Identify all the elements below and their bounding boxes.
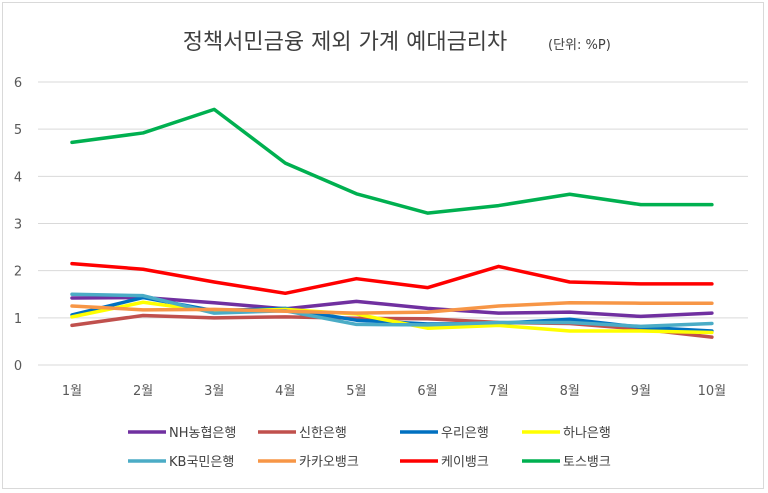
legend-label: NH농협은행 <box>169 425 236 441</box>
chart-subtitle: (단위: %P) <box>548 38 611 53</box>
legend-item: 신한은행 <box>258 425 347 441</box>
legend-item: 하나은행 <box>522 425 611 441</box>
legend-label: 하나은행 <box>563 425 611 441</box>
x-tick-label: 1월 <box>62 384 82 399</box>
x-tick-label: 4월 <box>275 384 295 399</box>
series-line-1 <box>70 313 714 339</box>
y-tick-label: 2 <box>14 265 22 280</box>
legend-label: 우리은행 <box>441 425 489 441</box>
x-tick-label: 8월 <box>560 384 580 399</box>
x-tick-label: 10월 <box>698 384 727 399</box>
y-tick-label: 3 <box>14 218 22 233</box>
x-tick-label: 6월 <box>417 384 437 399</box>
x-tick-label: 7월 <box>488 384 508 399</box>
legend-item: 카카오뱅크 <box>258 455 359 470</box>
legend-item: 케이뱅크 <box>400 455 489 470</box>
y-tick-label: 0 <box>14 359 22 374</box>
legend-label: 토스뱅크 <box>563 455 611 470</box>
legend-label: 카카오뱅크 <box>299 455 359 470</box>
series-line-6 <box>70 261 714 296</box>
x-tick-label: 3월 <box>204 384 224 399</box>
legend-item: KB국민은행 <box>128 454 234 470</box>
series-line-3 <box>70 300 714 335</box>
chart-title: 정책서민금융 제외 가계 예대금리차 <box>183 30 508 55</box>
legend-label: KB국민은행 <box>169 454 234 470</box>
series-line-0 <box>70 295 714 319</box>
x-tick-label: 9월 <box>631 384 651 399</box>
legend-item: NH농협은행 <box>128 425 236 441</box>
series-line-7 <box>70 107 714 215</box>
legend-label: 신한은행 <box>299 425 347 441</box>
y-tick-label: 4 <box>14 170 22 185</box>
y-tick-label: 5 <box>14 123 22 138</box>
legend-item: 토스뱅크 <box>522 455 611 470</box>
legend-label: 케이뱅크 <box>441 455 489 470</box>
x-tick-label: 2월 <box>133 384 153 399</box>
series-line-4 <box>70 292 714 329</box>
legend-item: 우리은행 <box>400 425 489 441</box>
series-line-5 <box>70 300 714 315</box>
x-tick-label: 5월 <box>346 384 366 399</box>
y-tick-label: 6 <box>14 76 22 91</box>
y-tick-label: 1 <box>14 312 22 327</box>
